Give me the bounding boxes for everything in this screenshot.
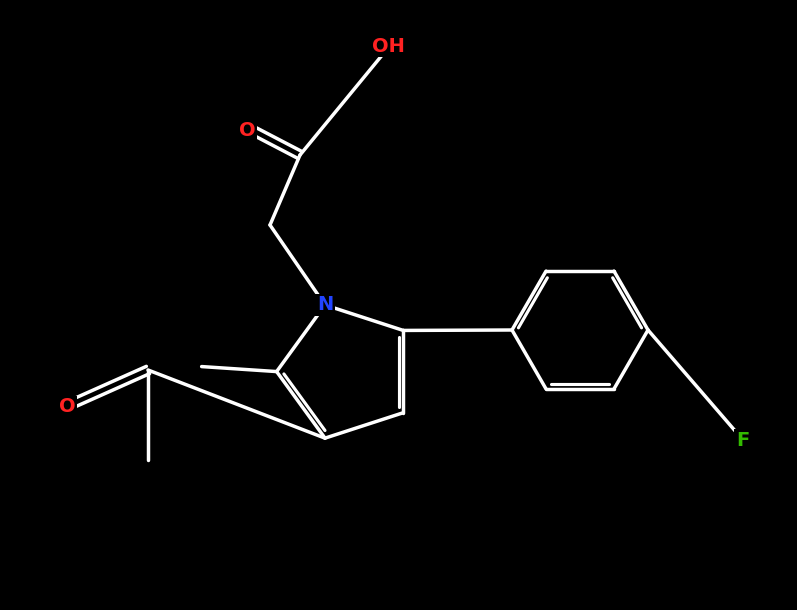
Text: OH: OH	[371, 37, 404, 56]
Text: O: O	[59, 398, 75, 417]
Text: N: N	[317, 295, 333, 315]
Text: F: F	[736, 431, 750, 450]
Text: O: O	[238, 121, 255, 140]
